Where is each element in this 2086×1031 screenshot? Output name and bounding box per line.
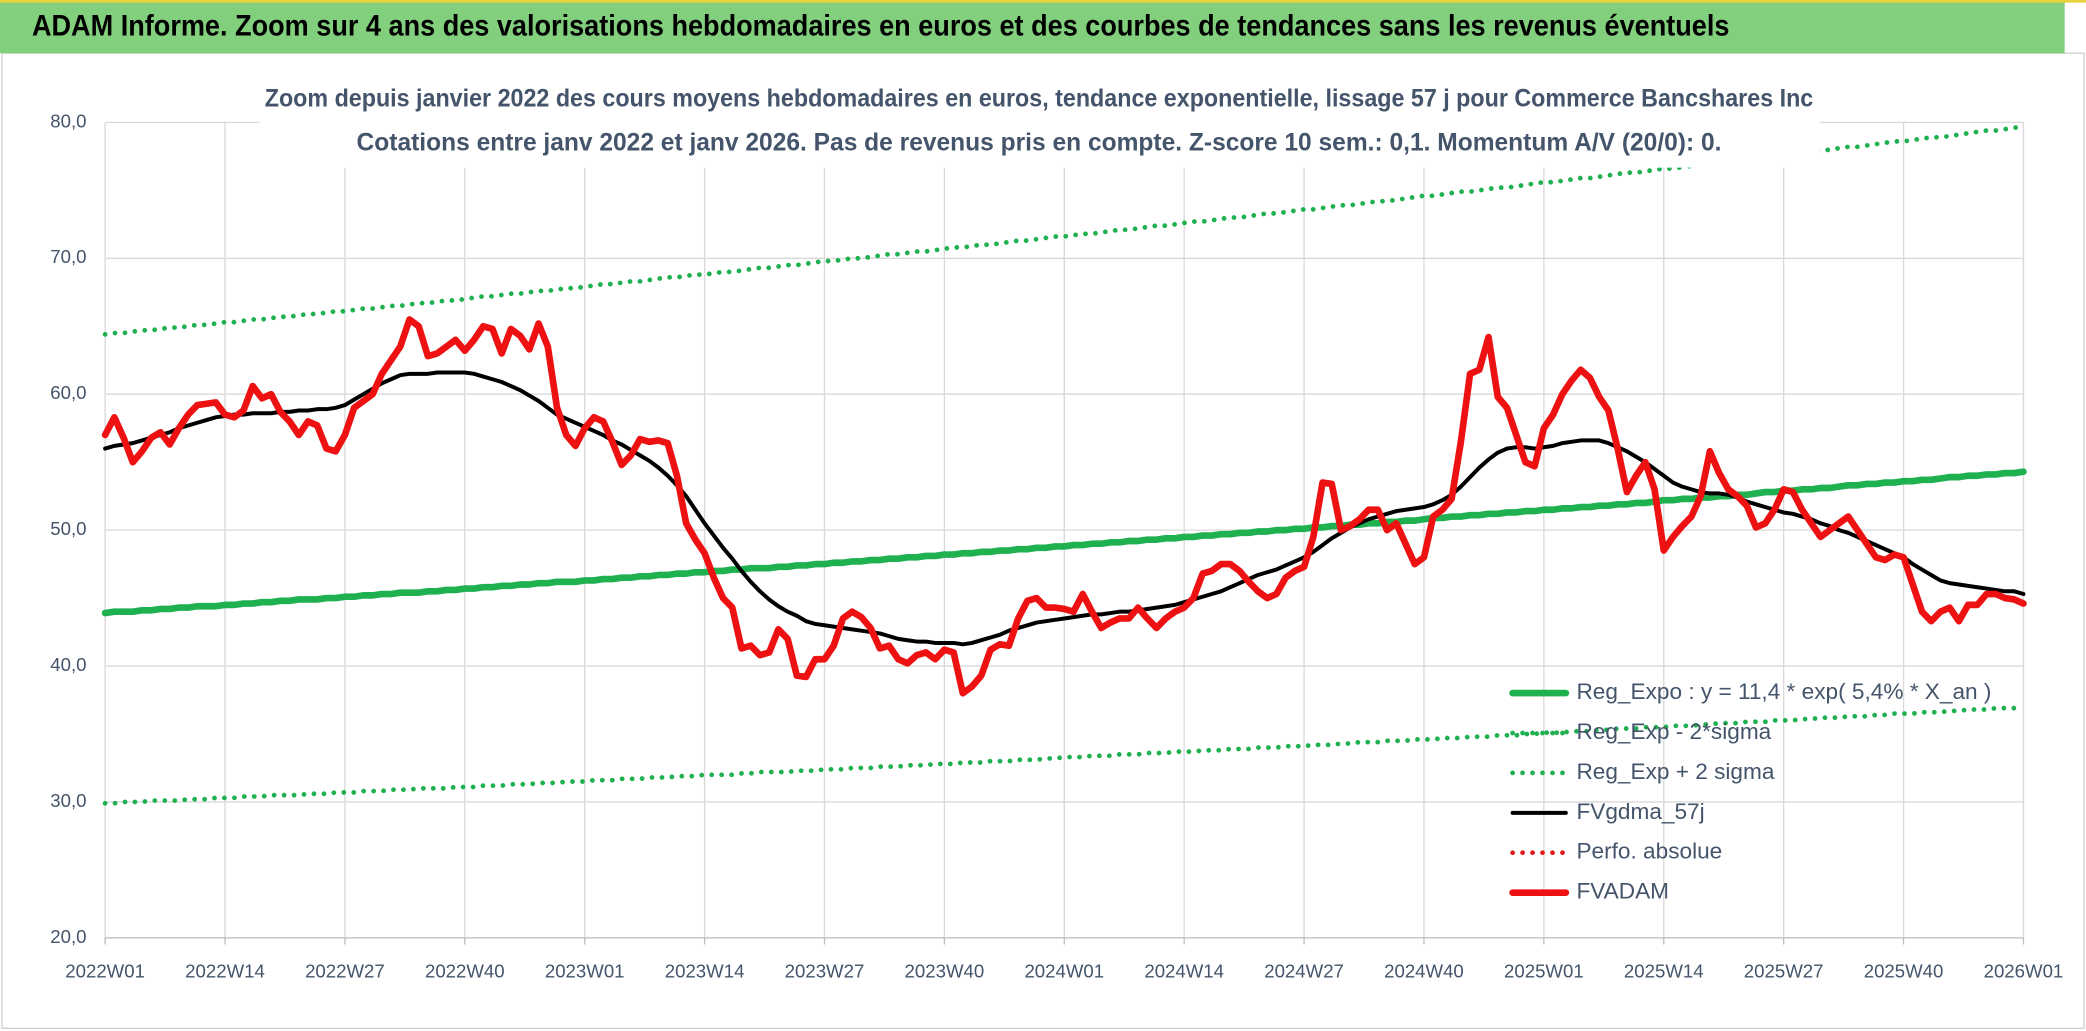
x-tick-label: 2022W40 <box>425 960 505 981</box>
x-tick-label: 2022W14 <box>185 960 265 981</box>
header-title: ADAM Informe. Zoom sur 4 ans des valoris… <box>32 11 1729 43</box>
header-bar <box>0 0 2065 54</box>
chart-subtitle: Cotations entre janv 2022 et janv 2026. … <box>357 128 1722 156</box>
legend-label: Perfo. absolue <box>1576 839 1722 864</box>
title-box <box>259 77 1820 168</box>
x-tick-label: 2024W01 <box>1024 960 1104 981</box>
legend-label: Reg_Exp + 2 sigma <box>1576 759 1774 784</box>
x-tick-label: 2024W14 <box>1144 960 1224 981</box>
x-tick-label: 2023W40 <box>905 960 985 981</box>
x-tick-label: 2025W27 <box>1744 960 1824 981</box>
x-tick-label: 2025W40 <box>1864 960 1944 981</box>
plot <box>101 124 2027 806</box>
y-tick-label: 70,0 <box>50 246 86 267</box>
x-tick-label: 2025W14 <box>1624 960 1704 981</box>
series-line <box>101 468 2027 617</box>
chart-title: Zoom depuis janvier 2022 des cours moyen… <box>265 84 1813 112</box>
x-tick-label: 2023W01 <box>545 960 625 981</box>
legend-label: Reg_Exp - 2*sigma <box>1576 719 1771 744</box>
y-tick-label: 30,0 <box>50 790 86 811</box>
legend: Reg_Expo : y = 11,4 * exp( 5,4% * X_an )… <box>1509 679 1991 904</box>
x-tick-label: 2024W27 <box>1264 960 1344 981</box>
legend-label: Reg_Expo : y = 11,4 * exp( 5,4% * X_an ) <box>1576 679 1991 704</box>
x-tick-label: 2025W01 <box>1504 960 1584 981</box>
y-tick-label: 80,0 <box>50 110 86 131</box>
y-tick-label: 20,0 <box>50 926 86 947</box>
header-rule <box>0 0 2086 3</box>
legend-label: FVgdma_57j <box>1576 799 1704 824</box>
series-line <box>102 704 2026 806</box>
legend-label: FVADAM <box>1576 879 1669 904</box>
y-tick-label: 40,0 <box>50 654 86 675</box>
x-tick-label: 2026W01 <box>1984 960 2064 981</box>
x-tick-label: 2022W01 <box>65 960 145 981</box>
y-tick-label: 60,0 <box>50 382 86 403</box>
grid: 20,0 30,0 40,0 50,0 60,0 70,0 80,0 2022W01 2022W… <box>50 110 2063 981</box>
x-tick-label: 2022W27 <box>305 960 385 981</box>
series-line <box>101 316 2027 697</box>
y-tick-label: 50,0 <box>50 518 86 539</box>
x-tick-label: 2023W14 <box>665 960 745 981</box>
series-line <box>102 124 2026 337</box>
x-tick-label: 2024W40 <box>1384 960 1464 981</box>
x-tick-label: 2023W27 <box>785 960 865 981</box>
